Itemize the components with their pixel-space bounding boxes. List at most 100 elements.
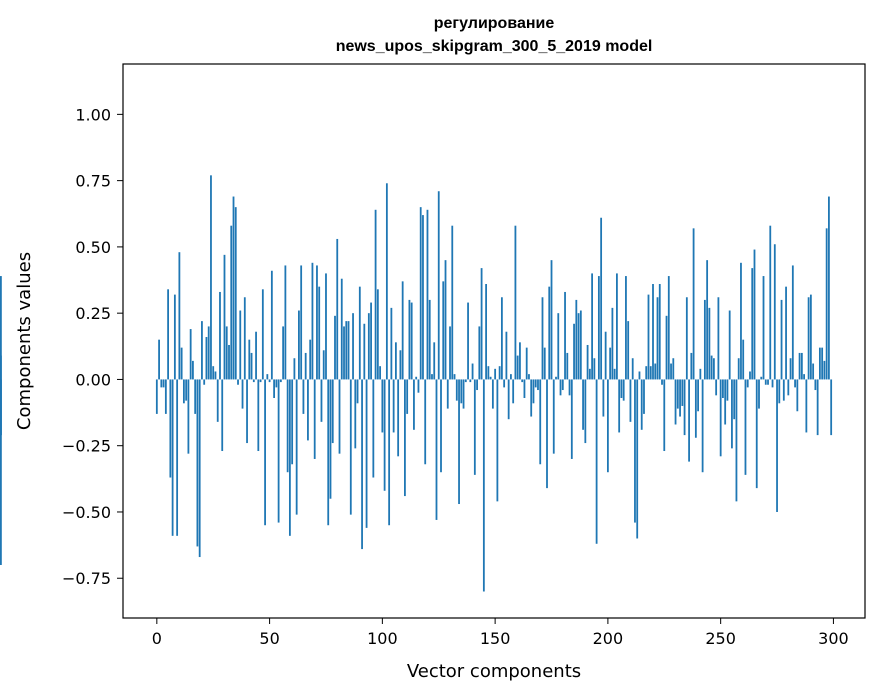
bar-86: [349, 379, 352, 515]
bar-92: [363, 323, 366, 380]
bar-157: [510, 374, 512, 380]
bar-164: [525, 347, 528, 380]
bar-56: [282, 326, 285, 380]
bar-72: [318, 286, 321, 380]
bar-48: [264, 379, 266, 526]
bar-70: [313, 379, 316, 459]
bar-101: [383, 379, 386, 491]
bar-19: [198, 379, 201, 558]
bar-28: [219, 291, 221, 380]
x-axis-label: Vector components: [407, 661, 581, 682]
bar-277: [780, 299, 783, 380]
bar-175: [550, 260, 553, 380]
bar-246: [710, 355, 713, 380]
bar-55: [279, 379, 282, 383]
bar-36: [237, 379, 239, 385]
bar-53: [275, 379, 278, 388]
y-tick-label: −0.50: [62, 503, 111, 522]
bar-104: [390, 307, 393, 380]
bar-279: [785, 286, 787, 380]
bar-163: [523, 379, 526, 398]
bar-165: [528, 374, 530, 380]
bar-105: [392, 379, 395, 433]
bar-12: [182, 379, 185, 404]
bar-238: [692, 228, 695, 380]
bar-271: [767, 379, 769, 385]
bar-170: [539, 379, 542, 465]
bar-208: [625, 276, 627, 380]
bar-54: [277, 379, 280, 523]
bar-131: [451, 225, 454, 380]
bar-25: [212, 366, 215, 380]
bar-252: [724, 379, 727, 425]
bar-174: [548, 286, 551, 380]
bar-74: [322, 350, 325, 380]
bar-18: [196, 379, 199, 547]
bar-140: [471, 363, 474, 380]
bar-285: [798, 352, 801, 380]
bar-168: [534, 379, 537, 388]
bar-263: [749, 371, 751, 380]
bar-254: [728, 310, 731, 380]
bar-30: [223, 254, 226, 380]
bar-261: [744, 379, 747, 475]
bar-57: [284, 265, 287, 380]
bar-215: [640, 379, 643, 430]
bar-280: [787, 379, 790, 396]
bar-58: [286, 379, 289, 473]
bar-3: [162, 379, 165, 388]
y-tick-label: 0.50: [75, 238, 111, 257]
bar-244: [706, 260, 709, 380]
bar-44: [255, 331, 257, 380]
x-tick-label: 200: [593, 629, 624, 648]
bar-127: [442, 281, 445, 380]
bar-288: [805, 379, 808, 433]
bar-186: [575, 299, 578, 380]
bar-64: [300, 265, 303, 380]
bar-197: [600, 217, 603, 380]
bar-132: [453, 374, 456, 380]
bar-102: [385, 183, 388, 380]
bar-293: [816, 379, 819, 436]
x-tick-label: 100: [367, 629, 398, 648]
bar-188: [579, 310, 582, 380]
bar-245: [708, 307, 711, 380]
bar-146: [485, 284, 487, 380]
bar-216: [643, 379, 645, 414]
x-tick-label: 0: [152, 629, 162, 648]
bar-200: [606, 379, 609, 473]
bar-118: [422, 215, 424, 380]
bar-125: [437, 191, 440, 380]
bar-33: [230, 225, 233, 380]
bar-182: [566, 352, 569, 380]
bar-83: [343, 326, 345, 380]
bar-undefined: [0, 379, 2, 436]
chart-title-line2: news_upos_skipgram_300_5_2019 model: [336, 38, 653, 55]
bar-17: [194, 379, 197, 414]
bar-122: [431, 374, 433, 380]
bar-257: [735, 379, 738, 502]
bar-120: [426, 209, 429, 380]
bar-214: [638, 371, 641, 380]
bar-32: [228, 344, 230, 380]
y-tick-label: 0.25: [75, 304, 111, 323]
bar-59: [288, 379, 291, 536]
bar-204: [616, 273, 618, 380]
bar-193: [591, 273, 593, 380]
bar-223: [658, 284, 661, 380]
y-tick-label: −0.75: [62, 569, 111, 588]
bar-87: [352, 313, 354, 380]
bar-194: [593, 358, 596, 380]
bar-22: [205, 337, 208, 380]
bar-73: [320, 379, 323, 422]
bar-161: [519, 342, 521, 380]
bar-217: [645, 366, 648, 380]
bar-243: [703, 299, 706, 380]
bar-144: [480, 268, 483, 380]
bar-139: [469, 379, 472, 383]
bar-267: [758, 379, 760, 409]
y-tick-label: 1.00: [75, 105, 111, 124]
bar-69: [311, 262, 314, 380]
bar-21: [203, 379, 206, 385]
bar-283: [794, 379, 796, 388]
